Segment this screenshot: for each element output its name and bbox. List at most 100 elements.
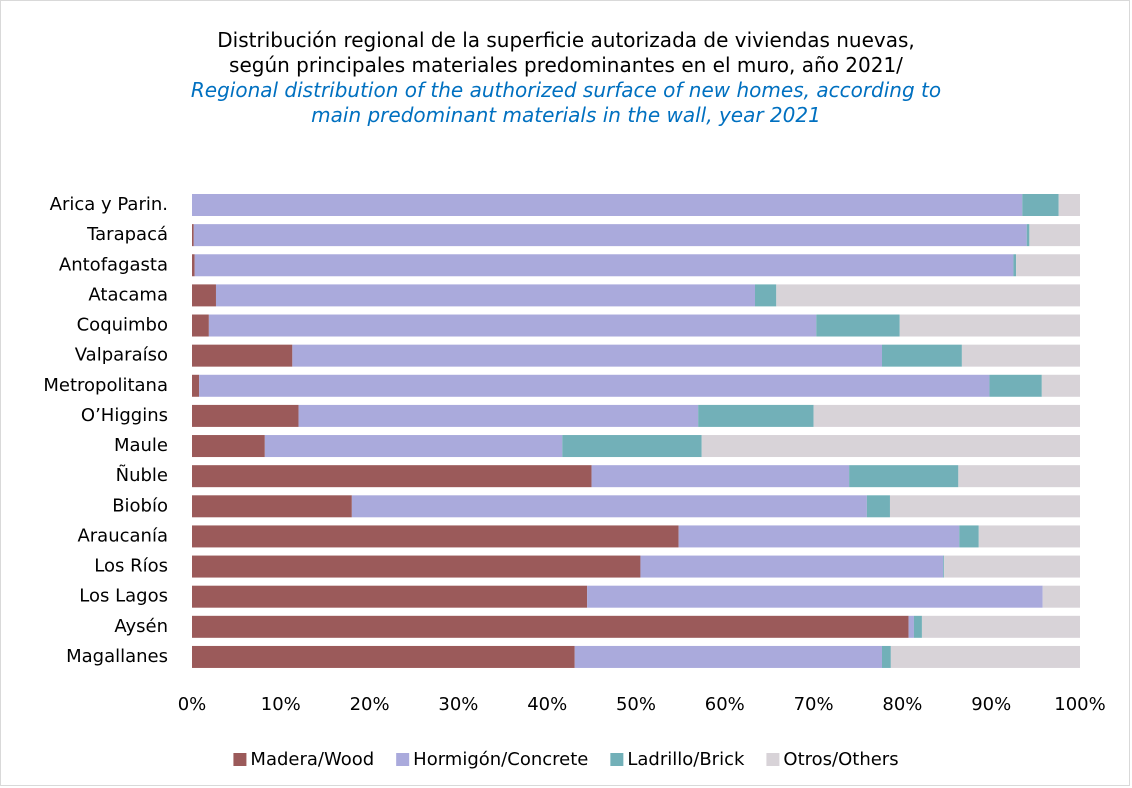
bar-segment [813,404,1080,427]
y-tick-label: Antofagasta [59,254,168,275]
y-tick-label: Biobío [112,495,168,516]
chart-title: Distribución regional de la superficie a… [217,28,915,77]
bar-segment [899,314,1080,337]
bar-segment [298,404,699,427]
x-tick-label: 80% [882,694,922,715]
bar-segment [921,615,1080,638]
bar-segment [192,495,352,518]
bar-segment [192,435,265,458]
bar-segment [192,465,592,488]
bar-segment [192,615,909,638]
bar-segment [889,495,1080,518]
x-tick-label: 40% [527,694,567,715]
bar-segment [961,344,1080,367]
bar-segment [192,344,293,367]
bar-segment [574,645,882,668]
legend-label: Madera/Wood [250,749,374,770]
bar-segment [192,374,200,397]
x-tick-label: 30% [438,694,478,715]
legend-label: Hormigón/Concrete [413,749,588,770]
x-tick-label: 10% [261,694,301,715]
bar-segment [701,435,1080,458]
bar-segment [866,495,890,518]
bar-segment [192,525,679,548]
y-tick-label: Ñuble [116,464,168,486]
bar-segment [776,284,1080,307]
y-tick-label: Atacama [88,284,168,305]
x-tick-label: 70% [794,694,834,715]
bar-segment [192,585,588,608]
bar-segment [1013,254,1017,277]
bar-segment [208,314,817,337]
y-tick-label: Aysén [114,616,168,637]
bar-segment [881,344,962,367]
bar-segment [944,555,1080,578]
y-tick-label: Los Ríos [94,556,168,577]
legend-label: Ladrillo/Brick [627,749,745,770]
bar-segment [1041,374,1080,397]
bar-segment [1042,585,1080,608]
bar-segment [199,374,990,397]
y-tick-label: Coquimbo [77,315,168,336]
bar-segment [192,314,209,337]
x-tick-label: 50% [616,694,656,715]
bar-segment [292,344,882,367]
bar-segment [1016,254,1080,277]
bar-segment [849,465,959,488]
bar-segment [1022,194,1059,216]
bar-segment [587,585,1043,608]
legend-swatch [396,753,410,766]
bar-segment [640,555,944,578]
bar-segment [264,435,563,458]
bar-segment [1029,224,1080,247]
y-tick-label: Metropolitana [43,375,168,396]
legend-swatch [233,753,247,766]
bar-segment [943,555,945,578]
bar-segment [698,404,814,427]
x-tick-label: 60% [705,694,745,715]
bar-segment [192,284,216,307]
bar-segment [908,615,914,638]
y-tick-label: Arica y Parin. [50,194,168,215]
bar-segment [881,645,891,668]
bar-segment [958,465,1080,488]
bar-segment [754,284,777,307]
y-tick-label: O’Higgins [81,405,168,426]
bar-segment [351,495,867,518]
bar-segment [978,525,1080,548]
bar-segment [192,254,195,277]
bar-segment [989,374,1042,397]
bar-segment [562,435,702,458]
legend-label: Otros/Others [783,749,898,770]
titles: Distribución regional de la superficie a… [0,28,1132,128]
bar-segment [192,224,194,247]
y-tick-label: Araucanía [77,525,168,546]
y-tick-label: Magallanes [66,646,168,667]
bar-segment [192,555,641,578]
bar-segment [193,224,1027,247]
legend-swatch [610,753,624,766]
bar-segment [890,645,1080,668]
y-tick-label: Tarapacá [86,224,168,245]
bar-segment [591,465,850,488]
bar-segment [215,284,755,307]
x-tick-label: 20% [350,694,390,715]
y-tick-label: Valparaíso [75,345,168,366]
chart-subtitle: Regional distribution of the authorized … [190,78,942,127]
y-tick-label: Maule [114,435,168,456]
bar-segment [192,404,299,427]
bar-segment [678,525,960,548]
x-tick-label: 0% [178,694,207,715]
bar-segment [1058,194,1080,216]
legend-swatch [766,753,780,766]
x-tick-label: 90% [971,694,1011,715]
bar-segment [1026,224,1030,247]
bar-segment [816,314,900,337]
bar-segment [959,525,979,548]
bar-segment [194,254,1014,277]
y-tick-label: Los Lagos [79,586,168,607]
bar-segment [913,615,922,638]
x-tick-label: 100% [1054,694,1105,715]
